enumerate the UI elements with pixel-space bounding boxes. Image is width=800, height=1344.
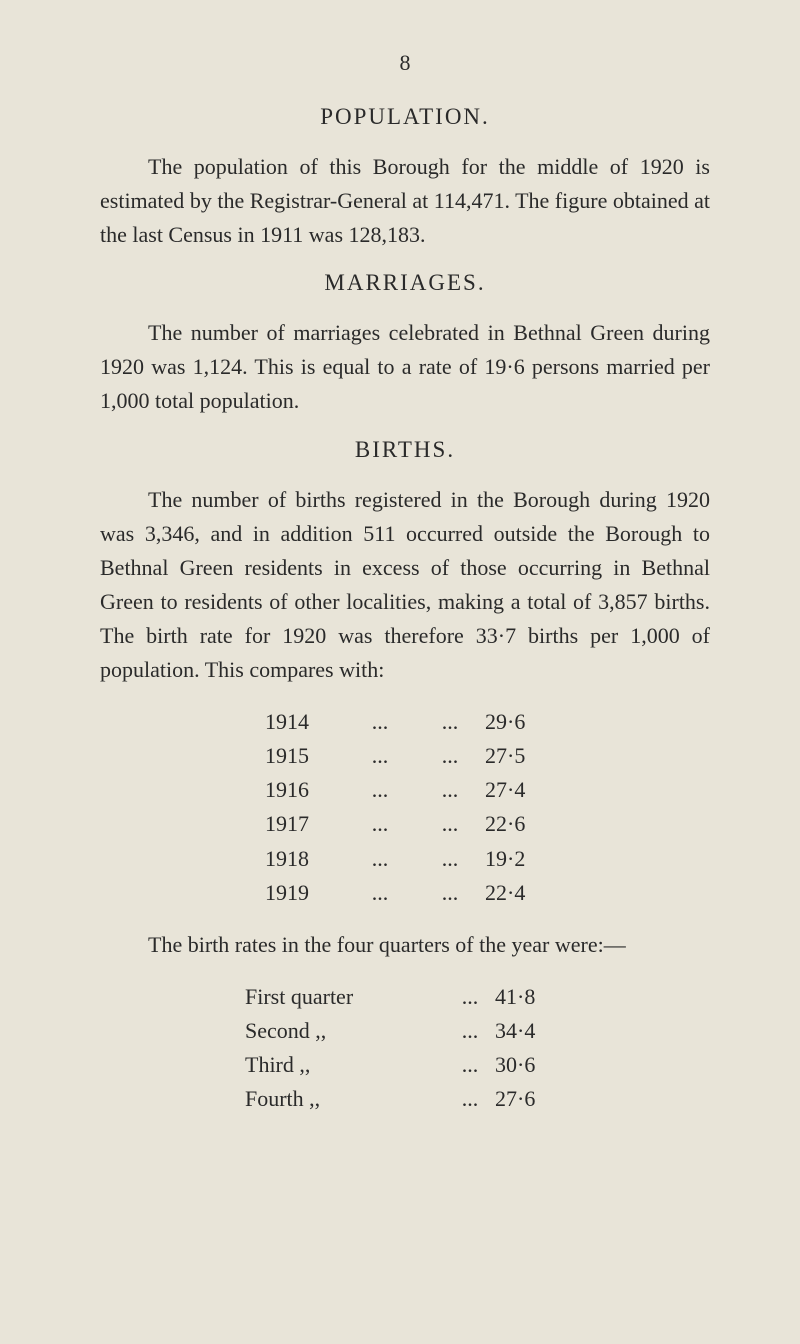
population-paragraph: The population of this Borough for the m… bbox=[100, 150, 710, 252]
table-row: Second ,, ... 34·4 bbox=[100, 1014, 710, 1048]
quarter-label-cell: First quarter bbox=[245, 980, 445, 1014]
dots-cell: ... bbox=[415, 842, 485, 876]
quarter-label-cell: Second ,, bbox=[245, 1014, 445, 1048]
dots-cell: ... bbox=[345, 739, 415, 773]
quarter-label-cell: Fourth ,, bbox=[245, 1082, 445, 1116]
dots-cell: ... bbox=[415, 807, 485, 841]
value-cell: 22·4 bbox=[485, 876, 555, 910]
table-row: 1915 ... ... 27·5 bbox=[100, 739, 710, 773]
table-row: First quarter ... 41·8 bbox=[100, 980, 710, 1014]
quarter-data-table: First quarter ... 41·8 Second ,, ... 34·… bbox=[100, 980, 710, 1116]
dots-cell: ... bbox=[415, 705, 485, 739]
table-row: Third ,, ... 30·6 bbox=[100, 1048, 710, 1082]
table-row: Fourth ,, ... 27·6 bbox=[100, 1082, 710, 1116]
births-paragraph: The number of births registered in the B… bbox=[100, 483, 710, 688]
page-number: 8 bbox=[100, 50, 710, 76]
marriages-heading: MARRIAGES. bbox=[100, 270, 710, 296]
table-row: 1916 ... ... 27·4 bbox=[100, 773, 710, 807]
dots-cell: ... bbox=[345, 773, 415, 807]
dots-cell: ... bbox=[345, 876, 415, 910]
year-cell: 1915 bbox=[255, 739, 345, 773]
table-row: 1917 ... ... 22·6 bbox=[100, 807, 710, 841]
year-cell: 1916 bbox=[255, 773, 345, 807]
quarter-label-cell: Third ,, bbox=[245, 1048, 445, 1082]
dots-cell: ... bbox=[445, 980, 495, 1014]
dots-cell: ... bbox=[445, 1082, 495, 1116]
value-cell: 41·8 bbox=[495, 980, 565, 1014]
year-cell: 1914 bbox=[255, 705, 345, 739]
dots-cell: ... bbox=[415, 876, 485, 910]
value-cell: 30·6 bbox=[495, 1048, 565, 1082]
table-row: 1919 ... ... 22·4 bbox=[100, 876, 710, 910]
value-cell: 27·5 bbox=[485, 739, 555, 773]
dots-cell: ... bbox=[345, 842, 415, 876]
population-heading: POPULATION. bbox=[100, 104, 710, 130]
year-data-table: 1914 ... ... 29·6 1915 ... ... 27·5 1916… bbox=[100, 705, 710, 910]
value-cell: 27·4 bbox=[485, 773, 555, 807]
table-row: 1918 ... ... 19·2 bbox=[100, 842, 710, 876]
dots-cell: ... bbox=[445, 1014, 495, 1048]
dots-cell: ... bbox=[415, 773, 485, 807]
marriages-paragraph: The number of marriages celebrated in Be… bbox=[100, 316, 710, 418]
quarter-intro-paragraph: The birth rates in the four quarters of … bbox=[100, 928, 710, 962]
year-cell: 1918 bbox=[255, 842, 345, 876]
value-cell: 29·6 bbox=[485, 705, 555, 739]
year-cell: 1919 bbox=[255, 876, 345, 910]
dots-cell: ... bbox=[445, 1048, 495, 1082]
dots-cell: ... bbox=[415, 739, 485, 773]
value-cell: 34·4 bbox=[495, 1014, 565, 1048]
dots-cell: ... bbox=[345, 705, 415, 739]
table-row: 1914 ... ... 29·6 bbox=[100, 705, 710, 739]
dots-cell: ... bbox=[345, 807, 415, 841]
value-cell: 19·2 bbox=[485, 842, 555, 876]
value-cell: 22·6 bbox=[485, 807, 555, 841]
value-cell: 27·6 bbox=[495, 1082, 565, 1116]
year-cell: 1917 bbox=[255, 807, 345, 841]
births-heading: BIRTHS. bbox=[100, 437, 710, 463]
